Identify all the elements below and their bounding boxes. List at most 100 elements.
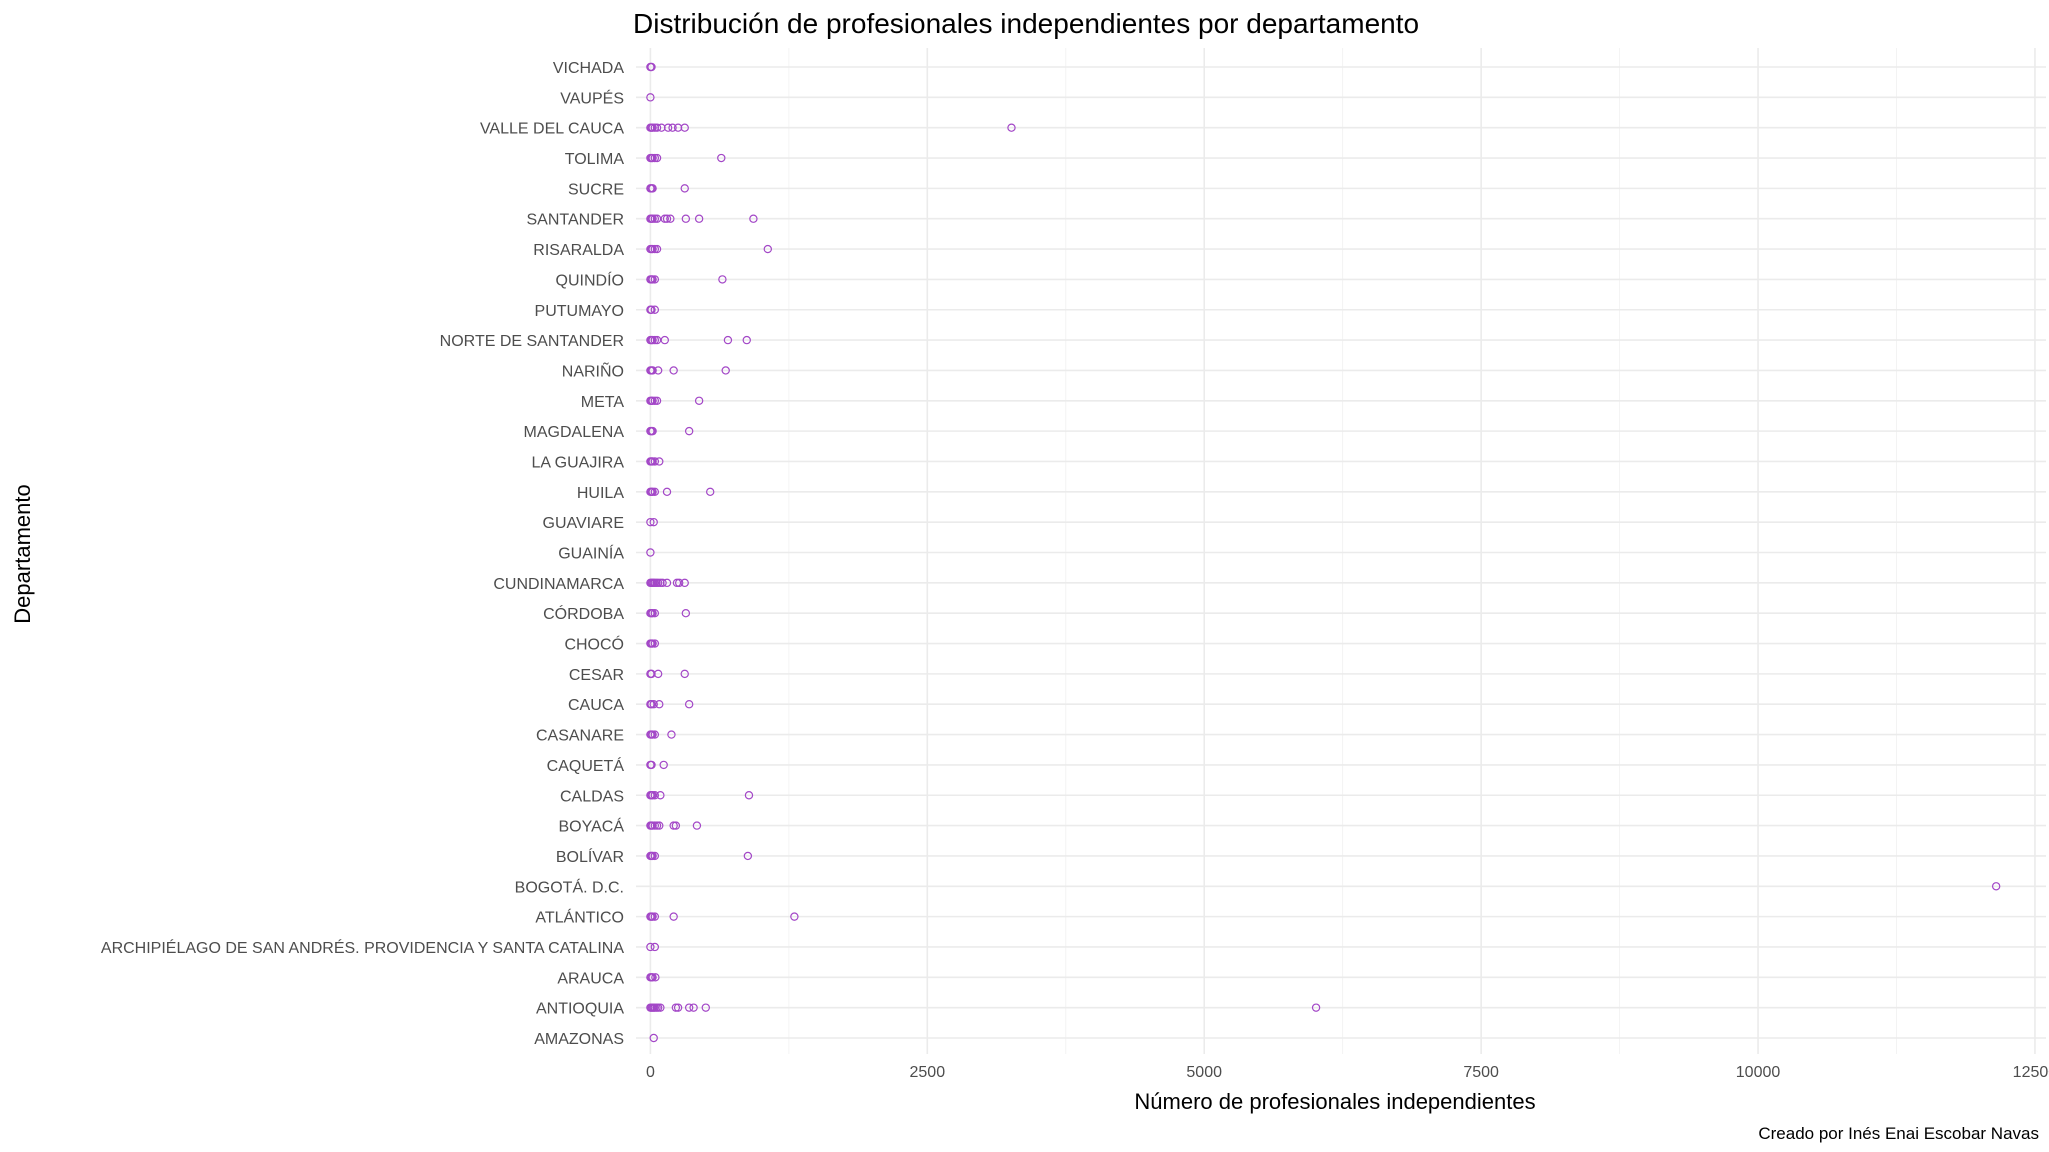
y-tick-label: PUTUMAYO bbox=[535, 303, 624, 320]
y-tick-label: CALDAS bbox=[560, 788, 624, 805]
data-point bbox=[649, 700, 658, 709]
data-point bbox=[650, 335, 660, 345]
data-point bbox=[650, 487, 660, 497]
y-tick-label: SANTANDER bbox=[527, 212, 625, 229]
data-point bbox=[647, 760, 656, 770]
data-point bbox=[653, 669, 663, 679]
y-tick-label: NORTE DE SANTANDER bbox=[440, 333, 624, 350]
data-point bbox=[648, 912, 657, 921]
data-point bbox=[663, 123, 673, 132]
data-point bbox=[674, 578, 684, 588]
data-point bbox=[662, 578, 672, 588]
data-point bbox=[694, 214, 704, 223]
data-point bbox=[680, 578, 689, 588]
data-point bbox=[650, 912, 660, 921]
y-tick-label: GUAVIARE bbox=[543, 515, 625, 532]
y-tick-label: TOLIMA bbox=[565, 151, 625, 168]
data-point bbox=[650, 214, 660, 223]
x-tick-label: 0 bbox=[646, 1064, 655, 1081]
data-point bbox=[656, 1003, 665, 1012]
data-point bbox=[650, 305, 660, 314]
data-point bbox=[649, 1033, 658, 1043]
x-tick-labels: 0 2500 5000 7500 10000 12500 bbox=[646, 1064, 2049, 1081]
data-point bbox=[669, 366, 678, 375]
y-tick-label: VICHADA bbox=[553, 60, 624, 77]
chart-caption: Creado por Inés Enai Escobar Navas bbox=[1758, 1124, 2039, 1143]
data-point bbox=[668, 123, 677, 132]
data-point bbox=[667, 730, 676, 739]
data-point bbox=[662, 214, 672, 223]
y-tick-label: AMAZONAS bbox=[534, 1031, 624, 1048]
y-tick-label: MAGDALENA bbox=[524, 424, 625, 441]
data-point bbox=[655, 700, 664, 709]
y-tick-label: CAUCA bbox=[568, 697, 624, 714]
data-point bbox=[718, 275, 727, 284]
data-point bbox=[1007, 123, 1016, 132]
data-point bbox=[656, 791, 665, 800]
data-point bbox=[650, 396, 660, 405]
data-point bbox=[650, 244, 660, 254]
data-point bbox=[1311, 1003, 1321, 1012]
data-point bbox=[648, 639, 657, 648]
grid-lines bbox=[636, 48, 2046, 1054]
y-tick-label: GUAINÍA bbox=[558, 544, 624, 563]
y-tick-label: ANTIOQUIA bbox=[536, 1001, 624, 1018]
data-point bbox=[650, 153, 660, 163]
data-point bbox=[648, 487, 657, 497]
x-axis-title: Número de profesionales independientes bbox=[1134, 1089, 1535, 1114]
data-point bbox=[669, 912, 678, 921]
data-points bbox=[646, 62, 2001, 1043]
data-point bbox=[653, 1003, 663, 1012]
data-point bbox=[743, 851, 753, 861]
data-point bbox=[652, 153, 662, 163]
data-point bbox=[681, 214, 691, 223]
data-point bbox=[721, 366, 730, 375]
data-point bbox=[649, 517, 658, 527]
data-point bbox=[648, 730, 657, 739]
data-point bbox=[648, 153, 657, 163]
y-tick-label: CUNDINAMARCA bbox=[493, 576, 624, 593]
data-point bbox=[684, 426, 694, 436]
data-point bbox=[660, 214, 669, 223]
y-tick-label: RISARALDA bbox=[533, 242, 624, 259]
data-point bbox=[742, 335, 751, 345]
data-point bbox=[648, 123, 657, 132]
data-point bbox=[680, 184, 689, 193]
data-point bbox=[749, 214, 758, 223]
data-point bbox=[1991, 882, 2001, 891]
data-point bbox=[650, 639, 660, 648]
data-point bbox=[650, 942, 660, 952]
data-point bbox=[648, 851, 657, 861]
data-point bbox=[652, 123, 662, 132]
y-tick-label: BOGOTÁ. D.C. bbox=[515, 877, 624, 896]
data-point bbox=[648, 366, 657, 375]
data-point bbox=[723, 335, 733, 345]
x-tick-label: 2500 bbox=[910, 1064, 946, 1081]
y-tick-label: CESAR bbox=[569, 667, 624, 684]
data-point bbox=[706, 487, 715, 497]
y-tick-label: META bbox=[581, 394, 625, 411]
x-tick-label: 12500 bbox=[2013, 1064, 2049, 1081]
data-point bbox=[650, 457, 660, 466]
data-point bbox=[744, 791, 754, 800]
data-point bbox=[648, 608, 657, 618]
data-point bbox=[673, 1003, 683, 1012]
data-point bbox=[689, 1003, 698, 1012]
data-point bbox=[648, 426, 657, 436]
data-point bbox=[684, 700, 694, 709]
y-tick-labels: AMAZONAS ANTIOQUIA ARAUCA ARCHIPIÉLAGO DE S… bbox=[101, 60, 624, 1048]
data-point bbox=[652, 244, 662, 254]
y-tick-label: BOLÍVAR bbox=[556, 847, 624, 866]
data-point bbox=[648, 973, 657, 982]
y-tick-label: SUCRE bbox=[568, 181, 624, 198]
data-point bbox=[669, 821, 678, 830]
chart-title: Distribución de profesionales independie… bbox=[633, 8, 1419, 39]
data-point bbox=[680, 123, 689, 132]
data-point bbox=[671, 1003, 681, 1012]
data-point bbox=[652, 396, 662, 405]
data-point bbox=[647, 62, 656, 72]
y-tick-label: CAQUETÁ bbox=[547, 756, 625, 775]
data-point bbox=[655, 821, 664, 830]
y-tick-label: ARAUCA bbox=[557, 970, 624, 987]
